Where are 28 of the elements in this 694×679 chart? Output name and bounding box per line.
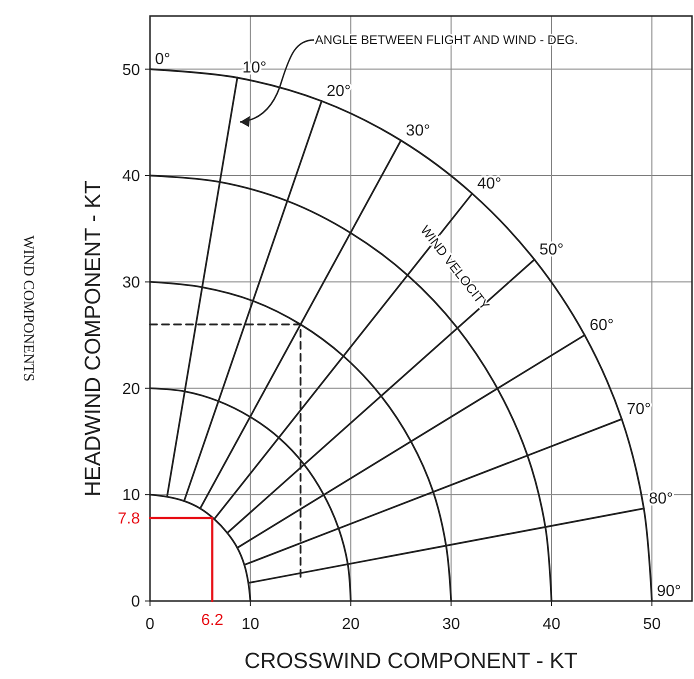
- annotation: ANGLE BETWEEN FLIGHT AND WIND - DEG.: [315, 33, 578, 47]
- annotation: 60°: [590, 317, 614, 334]
- x-tick-label: 30: [442, 616, 460, 633]
- annotation: 70°: [626, 401, 651, 418]
- x-axis-title: CROSSWIND COMPONENT - KT: [244, 648, 578, 673]
- x-tick-label: 50: [642, 616, 661, 633]
- y-axis-title: HEADWIND COMPONENT - KT: [80, 180, 105, 497]
- y-tick-label: 30: [122, 274, 140, 292]
- y-tick-label: 40: [122, 168, 140, 186]
- x-tick-label: 10: [241, 616, 260, 633]
- annotation: 90°: [656, 583, 682, 600]
- x-tick-label: 20: [342, 616, 360, 633]
- annotation: 6.2: [201, 612, 224, 629]
- text: WIND COMPONENTS: [20, 235, 36, 382]
- annotation: 30°: [406, 122, 430, 140]
- annotation: 10°: [242, 60, 267, 77]
- annotation: 80°: [648, 490, 674, 508]
- x-tick-label: 0: [146, 616, 155, 633]
- annotation: 0°: [155, 51, 170, 68]
- annotation: 20°: [326, 83, 351, 100]
- x-tick-label: 40: [542, 616, 560, 633]
- y-tick-label: 20: [122, 380, 140, 398]
- annotation: 7.8: [118, 510, 140, 528]
- y-tick-label: 10: [122, 487, 140, 504]
- annotation: 50°: [539, 242, 564, 259]
- y-tick-label: 0: [131, 594, 140, 611]
- annotation: 40°: [477, 176, 502, 193]
- y-tick-label: 50: [122, 62, 140, 79]
